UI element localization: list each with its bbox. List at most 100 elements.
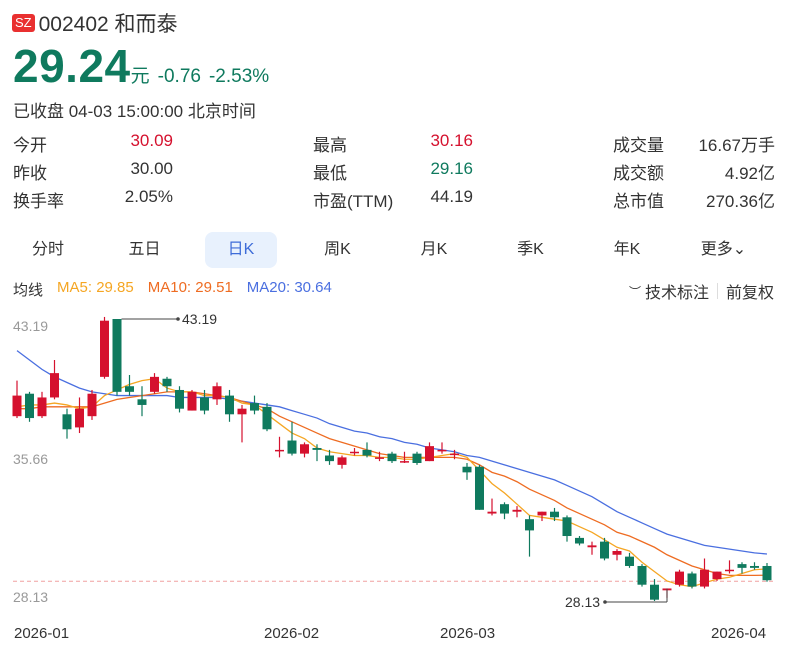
y-axis-label: 43.19 [13,318,48,334]
candle-body [700,569,709,587]
stat-label: 最低 [313,164,347,183]
candle-body [462,466,472,473]
ma10-line [17,391,768,576]
candle-body [712,571,722,580]
tab-0[interactable]: 分时 [31,241,64,258]
stock-title: SZ 002402 和而泰 [12,8,178,38]
period-tabs: 分时 五日 日K 周K 月K 季K 年K 更多⌄ [12,230,776,270]
divider [716,283,718,299]
candle-body [537,511,547,516]
candle-body [237,408,247,415]
candle-body [487,511,497,514]
kline-chart[interactable]: 43.19 35.66 28.13 43.19 28.13 2026-01 2026-02 2… [0,305,786,653]
candle-body [437,449,447,452]
stat-item: 成交额 4.92亿 [613,159,775,184]
stock-code-name: 002402 和而泰 [38,13,178,36]
max-dot [176,317,180,321]
candle-body [125,386,134,392]
eye-icon[interactable]: ︶ [628,284,641,299]
tab-2[interactable]: 日K [205,232,277,268]
ma-legend: 均线 MA5: 29.85 MA10: 29.51 MA20: 30.64 [13,279,332,300]
candle-body [87,393,97,417]
stat-item: 最高 30.16 [313,131,473,156]
candle-body [50,373,59,398]
candle-body [587,545,597,548]
stat-label: 最高 [313,136,347,155]
candle-body [562,517,572,537]
candle-body [575,537,584,544]
ma20-value: MA20: 30.64 [246,279,332,296]
stat-value: 270.36亿 [706,192,775,211]
price-row: 29.24 元 -0.76 -2.53% [13,40,277,92]
candle-body [362,449,372,456]
candle-body [750,565,759,568]
stat-value: 2.05% [124,187,173,206]
tab-1[interactable]: 五日 [128,241,161,258]
chart-tools: ︶ 技术标注 前复权 [629,279,774,303]
candle-body [12,395,22,417]
stat-value: 30.16 [430,131,473,150]
tab-4[interactable]: 月K [420,241,448,258]
x-axis-label: 2026-04 [711,625,766,642]
candle-body [300,444,309,454]
x-axis-label: 2026-02 [264,625,319,642]
candle-body [100,320,109,377]
price-unit: 元 [130,66,150,87]
candle-body [762,565,772,581]
adjust-select[interactable]: 前复权 [725,285,774,302]
candle-body [412,453,422,463]
candle-body [400,461,409,463]
candle-body [337,457,347,465]
stat-item: 总市值 270.36亿 [613,187,775,212]
x-axis-label: 2026-03 [440,625,495,642]
candle-body [500,504,509,514]
stat-item: 昨收 30.00 [13,159,173,184]
candle-body [162,378,172,387]
y-axis-label: 28.13 [13,589,48,605]
stat-item: 最低 29.16 [313,159,473,184]
candle-body [637,565,647,585]
stat-label: 总市值 [613,192,664,211]
tab-7[interactable]: 更多⌄ [700,241,747,258]
tab-3[interactable]: 周K [324,241,351,258]
min-dot [603,600,607,604]
candle-body [187,391,197,411]
candle-body [75,408,84,428]
candle-body [262,406,272,430]
x-axis-label: 2026-01 [14,625,69,642]
stat-label: 换手率 [13,192,64,211]
tab-5[interactable]: 季K [517,241,544,258]
max-label: 43.19 [182,311,217,327]
current-price: 29.24 [13,40,131,92]
candle-body [200,397,209,411]
ma10-value: MA10: 29.51 [147,279,233,296]
candle-body [375,457,384,459]
ma5-value: MA5: 29.85 [57,279,134,296]
stat-label: 市盈(TTM) [313,192,394,211]
candle-body [737,564,747,568]
candle-body [675,571,684,585]
candle-body [387,453,397,462]
stat-value: 4.92亿 [724,164,775,183]
candle-body [250,403,259,411]
candle-body [450,453,459,456]
ma-label: 均线 [13,282,44,299]
stat-value: 44.19 [430,187,473,206]
candle-body [512,509,522,512]
stat-label: 成交额 [613,164,664,183]
candle-body [325,455,334,462]
annotate-toggle[interactable]: 技术标注 [644,285,709,302]
ma5-line [16,378,768,588]
candle-body [650,584,659,600]
candle-body [550,511,559,518]
stat-value: 16.67万手 [698,136,775,155]
market-badge: SZ [12,14,35,32]
candle-body [612,551,622,555]
tab-6[interactable]: 年K [613,241,641,258]
stat-label: 昨收 [13,164,47,183]
candle-body [275,449,284,452]
candle-body [150,376,159,392]
candle-body [212,386,222,400]
candle-body [287,440,297,454]
price-change-pct: -2.53% [208,66,270,87]
